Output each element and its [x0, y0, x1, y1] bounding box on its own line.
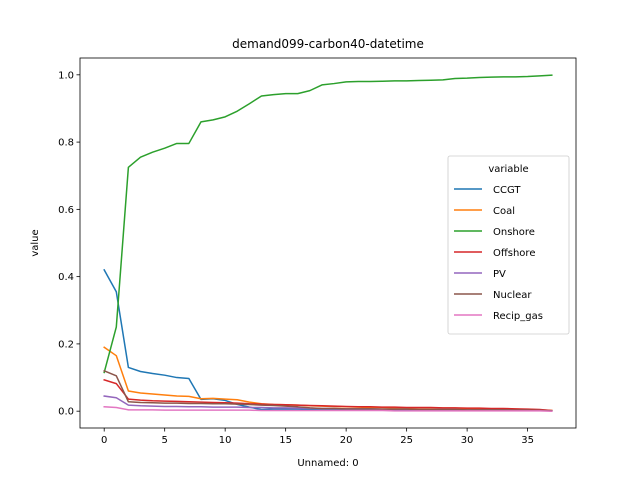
x-tick-label: 25 — [400, 435, 413, 446]
y-tick-label: 0.8 — [58, 138, 74, 149]
legend-box — [447, 155, 570, 335]
legend-label: Nuclear — [493, 290, 532, 301]
legend-label: PV — [493, 269, 506, 280]
legend-label: CCGT — [493, 185, 521, 196]
y-tick-label: 0.2 — [58, 339, 74, 350]
y-axis: 0.0 0.2 0.4 0.6 0.8 1.0 — [58, 70, 80, 418]
x-tick-label: 20 — [340, 435, 353, 446]
y-tick-label: 1.0 — [58, 70, 74, 81]
y-tick-label: 0.4 — [58, 272, 74, 283]
legend-label: Offshore — [493, 248, 535, 259]
y-axis-label: value — [30, 229, 41, 256]
legend-label: Recip_gas — [493, 311, 543, 322]
x-tick-label: 10 — [219, 435, 232, 446]
y-tick-label: 0.0 — [58, 407, 74, 418]
series-line-nuclear — [103, 369, 553, 412]
x-tick-label: 30 — [461, 435, 474, 446]
legend-title: variable — [488, 164, 528, 175]
plot-area — [103, 74, 553, 412]
chart-title: demand099-carbon40-datetime — [232, 37, 424, 51]
x-tick-label: 0 — [101, 435, 107, 446]
x-tick-label: 5 — [161, 435, 167, 446]
axes-frame — [79, 57, 577, 429]
x-tick-label: 35 — [521, 435, 534, 446]
series-line-recip-gas — [103, 406, 553, 412]
series-line-offshore — [103, 378, 553, 412]
series-line-onshore — [103, 74, 553, 374]
x-tick-label: 15 — [279, 435, 292, 446]
legend-label: Coal — [493, 206, 515, 217]
legend: variable CCGT Coal Onshore Offshore PV Nuclear… — [447, 155, 570, 335]
legend-label: Onshore — [493, 227, 535, 238]
y-tick-label: 0.6 — [58, 205, 74, 216]
x-axis: 0 5 10 15 20 25 30 35 — [101, 428, 534, 446]
x-axis-label: Unnamed: 0 — [297, 458, 358, 469]
